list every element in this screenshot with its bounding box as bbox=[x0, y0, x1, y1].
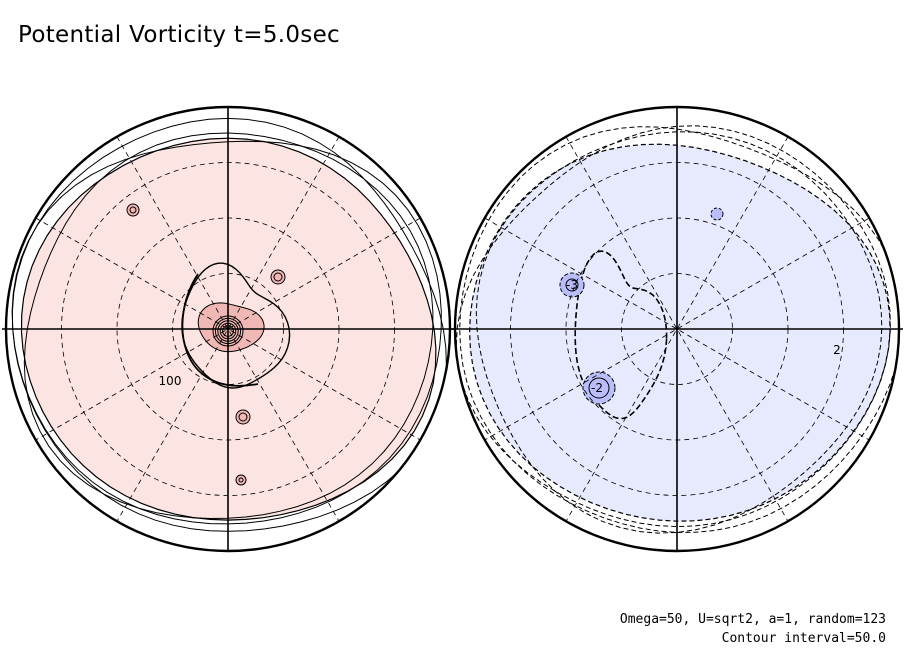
eddy bbox=[235, 474, 247, 486]
eddy bbox=[126, 203, 140, 217]
eddy-ring bbox=[238, 412, 248, 422]
meridian-line bbox=[565, 136, 789, 522]
panel-content bbox=[11, 117, 447, 532]
contour-label: 2 bbox=[833, 343, 841, 357]
panel-content bbox=[455, 125, 899, 534]
contour-label: -3 bbox=[566, 278, 578, 292]
hemisphere-panel-positive: 100 bbox=[2, 105, 454, 553]
contour-label: 100 bbox=[159, 374, 182, 388]
meridian-line bbox=[35, 217, 421, 441]
panel-boundary bbox=[453, 105, 901, 553]
spiral-arm bbox=[181, 273, 259, 387]
meridian-line bbox=[484, 217, 870, 441]
eddy-ring bbox=[273, 272, 283, 282]
eddy-ring bbox=[238, 477, 244, 483]
eddy-ring bbox=[588, 377, 610, 399]
contour-label: -2 bbox=[591, 381, 603, 395]
eddy-ring bbox=[129, 206, 137, 214]
meridian-line bbox=[35, 217, 421, 441]
meridian-line bbox=[565, 136, 789, 522]
filled-contour-region bbox=[468, 143, 891, 522]
meridian-line bbox=[484, 217, 870, 441]
chart-title: Potential Vorticity t=5.0sec bbox=[18, 22, 340, 48]
parameter-note: Omega=50, U=sqrt2, a=1, random=123 bbox=[619, 612, 886, 627]
eddy bbox=[235, 409, 251, 425]
eddy bbox=[270, 269, 286, 285]
rim-contour bbox=[459, 126, 899, 533]
eddy-ring bbox=[565, 278, 579, 292]
eddy bbox=[710, 207, 724, 221]
meridian-line bbox=[116, 136, 340, 522]
contour-interval-note: Contour interval=50.0 bbox=[721, 631, 886, 646]
hemisphere-panel-negative: -3 -2 2 bbox=[451, 105, 903, 553]
panel-boundary bbox=[4, 105, 452, 553]
meridian-line bbox=[116, 136, 340, 522]
